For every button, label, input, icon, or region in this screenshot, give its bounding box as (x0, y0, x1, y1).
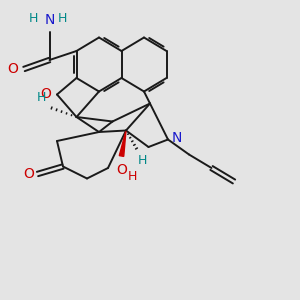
Polygon shape (119, 130, 126, 156)
Text: O: O (41, 87, 52, 101)
Text: O: O (23, 167, 34, 181)
Text: H: H (29, 12, 38, 26)
Text: H: H (37, 92, 46, 104)
Text: H: H (58, 12, 67, 26)
Text: H: H (128, 169, 137, 182)
Text: O: O (8, 62, 19, 76)
Text: N: N (44, 13, 55, 27)
Text: N: N (172, 131, 182, 145)
Text: O: O (116, 163, 127, 177)
Text: H: H (138, 154, 147, 167)
